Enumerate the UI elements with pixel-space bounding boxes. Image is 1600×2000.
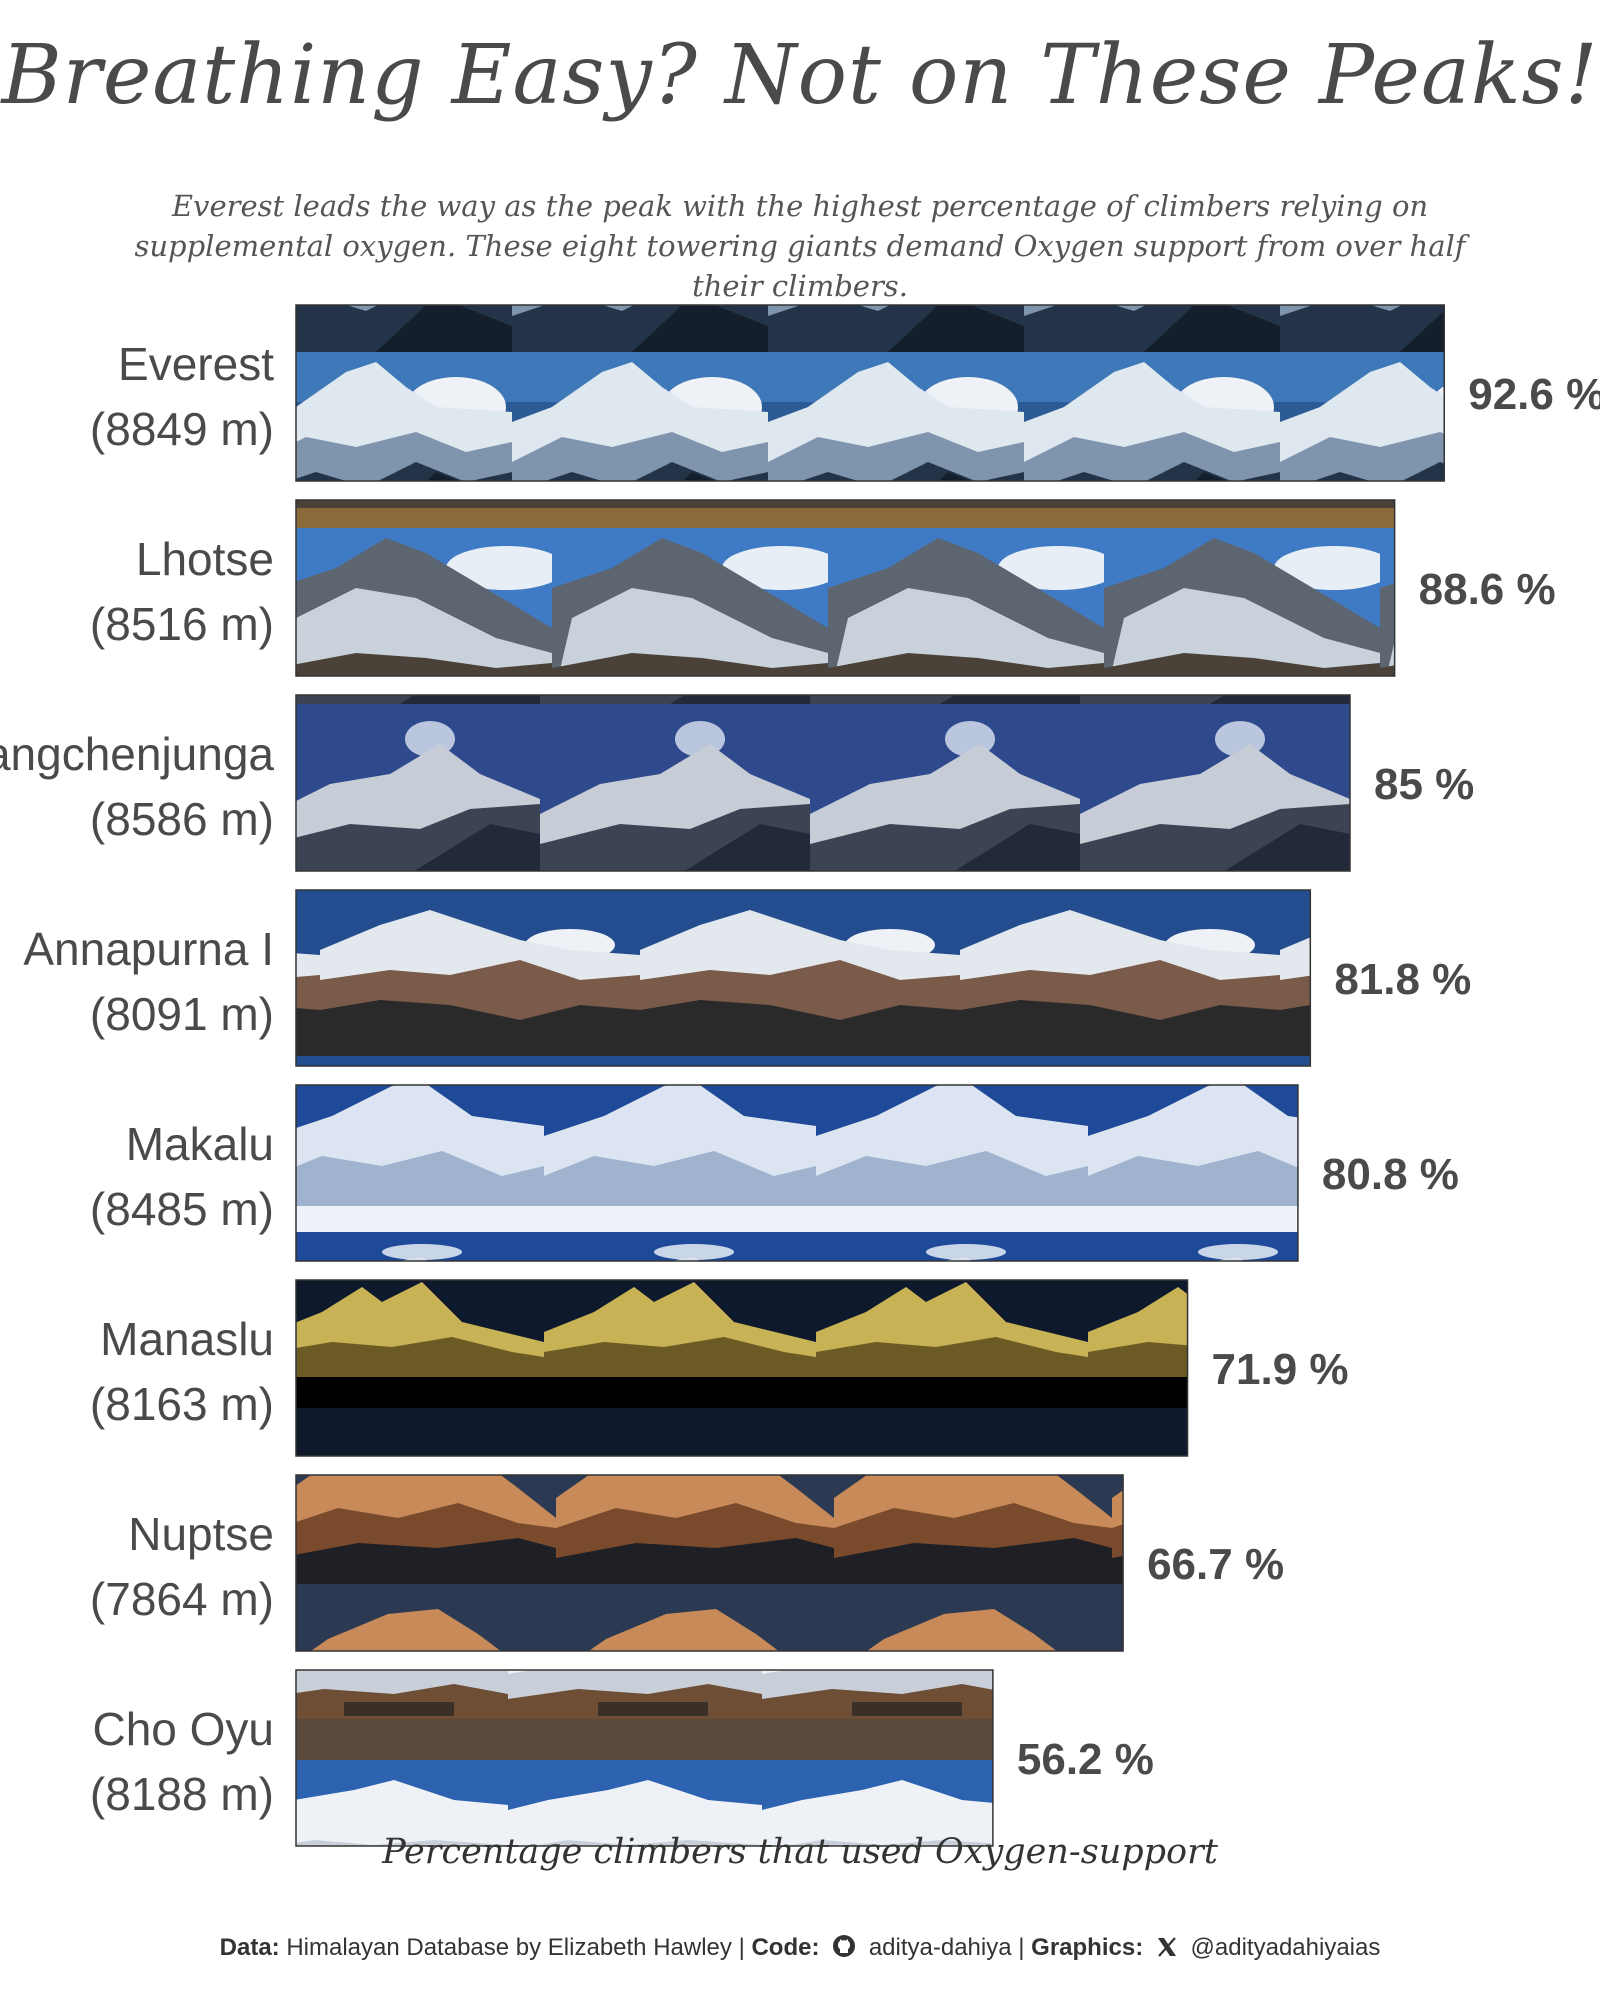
category-label: Lhotse [136, 533, 274, 585]
bar-makalu [295, 1084, 1299, 1262]
bar-manaslu [295, 1279, 1189, 1457]
value-label: 66.7 % [1147, 1540, 1284, 1589]
caption: Data: Himalayan Database by Elizabeth Ha… [0, 1934, 1600, 1965]
value-label: 92.6 % [1468, 370, 1600, 419]
caption-code-label: Code: [751, 1934, 820, 1961]
category-height-label: (8586 m) [90, 793, 274, 845]
caption-github-handle[interactable]: aditya-dahiya [868, 1934, 1012, 1961]
caption-x-handle[interactable]: @adityadahiyaias [1190, 1934, 1381, 1961]
caption-data-source: Himalayan Database by Elizabeth Hawley [286, 1934, 732, 1961]
github-icon [832, 1934, 856, 1965]
bar-cho-oyu [295, 1669, 994, 1847]
value-label: 56.2 % [1017, 1735, 1154, 1784]
category-label: Makalu [126, 1118, 274, 1170]
chart-title: Breathing Easy? Not on These Peaks! [1, 28, 1599, 123]
category-height-label: (8516 m) [90, 598, 274, 650]
bars-group: Everest (8849 m) 92.6 % Lhotse (8516 m) 88.6 … [0, 304, 1600, 1847]
value-label: 71.9 % [1212, 1345, 1349, 1394]
category-height-label: (8091 m) [90, 988, 274, 1040]
bar-lhotse [295, 499, 1396, 677]
category-height-label: (8188 m) [90, 1768, 274, 1820]
category-label: Cho Oyu [92, 1703, 274, 1755]
category-height-label: (8485 m) [90, 1183, 274, 1235]
category-height-label: (7864 m) [90, 1573, 274, 1625]
category-label: Manaslu [100, 1313, 274, 1365]
x-twitter-icon [1156, 1936, 1178, 1965]
chart-subtitle: Everest leads the way as the peak with t… [134, 189, 1466, 303]
x-axis-label: Percentage climbers that used Oxygen-sup… [382, 1832, 1218, 1872]
bar-nuptse [295, 1474, 1124, 1652]
category-height-label: (8163 m) [90, 1378, 274, 1430]
caption-graphics-label: Graphics: [1031, 1934, 1144, 1961]
caption-separator: | [1018, 1934, 1025, 1961]
value-label: 80.8 % [1322, 1150, 1459, 1199]
bar-kangchenjunga [295, 694, 1351, 872]
category-label: Everest [118, 338, 274, 390]
value-label: 85 % [1374, 760, 1474, 809]
bar-annapurna-i [295, 889, 1312, 1067]
value-label: 81.8 % [1334, 955, 1471, 1004]
category-height-label: (8849 m) [90, 403, 274, 455]
category-label: Annapurna I [23, 923, 274, 975]
category-label: Kangchenjunga [0, 728, 274, 780]
bar-everest [295, 304, 1445, 482]
caption-data-label: Data: [219, 1934, 280, 1961]
value-label: 88.6 % [1419, 565, 1556, 614]
caption-separator: | [738, 1934, 745, 1961]
category-label: Nuptse [128, 1508, 274, 1560]
